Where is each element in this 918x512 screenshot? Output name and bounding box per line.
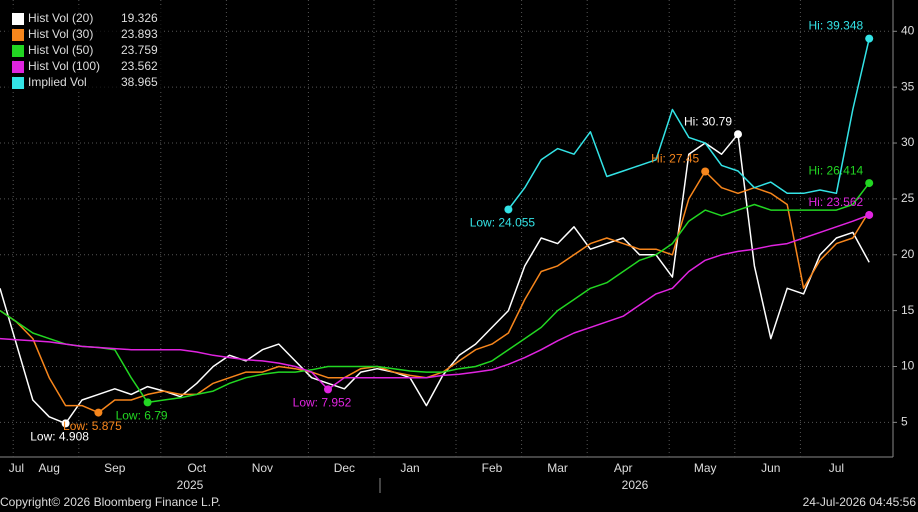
legend-value: 38.965: [121, 75, 158, 89]
year-label: 2025: [177, 478, 204, 492]
legend-swatch: [12, 61, 24, 73]
x-tick-label: Sep: [104, 461, 126, 475]
legend-swatch: [12, 29, 24, 41]
legend-swatch: [12, 77, 24, 89]
y-tick-label: 15: [901, 303, 915, 317]
series-line: [0, 133, 870, 425]
legend-swatch: [12, 45, 24, 57]
legend-value: 23.759: [121, 43, 158, 57]
series-line: [507, 38, 870, 210]
legend-value: 19.326: [121, 11, 158, 25]
copyright: Copyright© 2026 Bloomberg Finance L.P.: [0, 495, 221, 509]
annotation-label: Low: 4.908: [30, 430, 89, 444]
annotation-dot: [734, 130, 742, 139]
x-tick-label: May: [694, 461, 717, 475]
x-tick-label: Mar: [547, 461, 568, 475]
y-tick-label: 40: [901, 23, 915, 37]
legend-label: Hist Vol (50): [28, 43, 93, 57]
annotation-dot: [504, 205, 513, 214]
series-line: [0, 170, 870, 414]
annotation-dot: [865, 179, 874, 188]
x-tick-label: Nov: [252, 461, 273, 475]
timestamp: 24-Jul-2026 04:45:56: [803, 495, 917, 509]
year-label: 2026: [622, 478, 649, 492]
legend-value: 23.893: [121, 27, 158, 41]
legend-label: Hist Vol (30): [28, 27, 93, 41]
y-tick-label: 30: [901, 135, 915, 149]
legend-label: Hist Vol (100): [28, 59, 100, 73]
y-tick-label: 10: [901, 359, 915, 373]
annotation-label: Hi: 30.79: [684, 114, 732, 128]
annotation-dot: [61, 419, 70, 428]
annotation-label: Hi: 26.414: [808, 163, 863, 177]
x-tick-label: Apr: [614, 461, 633, 475]
x-tick-label: Aug: [39, 461, 60, 475]
legend-label: Implied Vol: [28, 75, 87, 89]
annotation-dot: [865, 34, 874, 43]
x-tick-label: Jan: [400, 461, 419, 475]
legend-label: Hist Vol (20): [28, 11, 93, 25]
annotation-label: Hi: 23.562: [808, 195, 863, 209]
annotation-label: Hi: 27.45: [651, 152, 699, 166]
x-tick-label: Oct: [187, 461, 206, 475]
legend-value: 23.562: [121, 59, 158, 73]
series-line: [0, 214, 870, 391]
annotation-dot: [324, 385, 332, 394]
annotation-label: Low: 7.952: [293, 396, 352, 410]
annotation-dot: [701, 167, 710, 176]
annotation-label: Low: 5.875: [63, 419, 122, 433]
legend: Hist Vol (20) 19.326 Hist Vol (30) 23.893 Hi…: [6, 8, 164, 92]
annotation-dot: [94, 408, 103, 417]
x-tick-label: Jun: [761, 461, 780, 475]
x-tick-label: Jul: [829, 461, 844, 475]
annotation-dot: [143, 398, 152, 407]
series-line: [0, 182, 870, 404]
annotation-label: Low: 24.055: [470, 216, 536, 230]
annotation-label: Low: 6.79: [116, 409, 168, 423]
y-tick-label: 35: [901, 79, 915, 93]
annotation-dot: [865, 210, 874, 219]
legend-swatch: [12, 13, 24, 25]
x-tick-label: Feb: [482, 461, 503, 475]
y-tick-label: 20: [901, 247, 915, 261]
x-tick-label: Jul: [9, 461, 24, 475]
y-tick-label: 25: [901, 191, 915, 205]
x-tick-label: Dec: [334, 461, 355, 475]
y-tick-label: 5: [901, 415, 908, 429]
legend-background: [6, 8, 164, 92]
annotation-label: Hi: 39.348: [808, 19, 863, 33]
